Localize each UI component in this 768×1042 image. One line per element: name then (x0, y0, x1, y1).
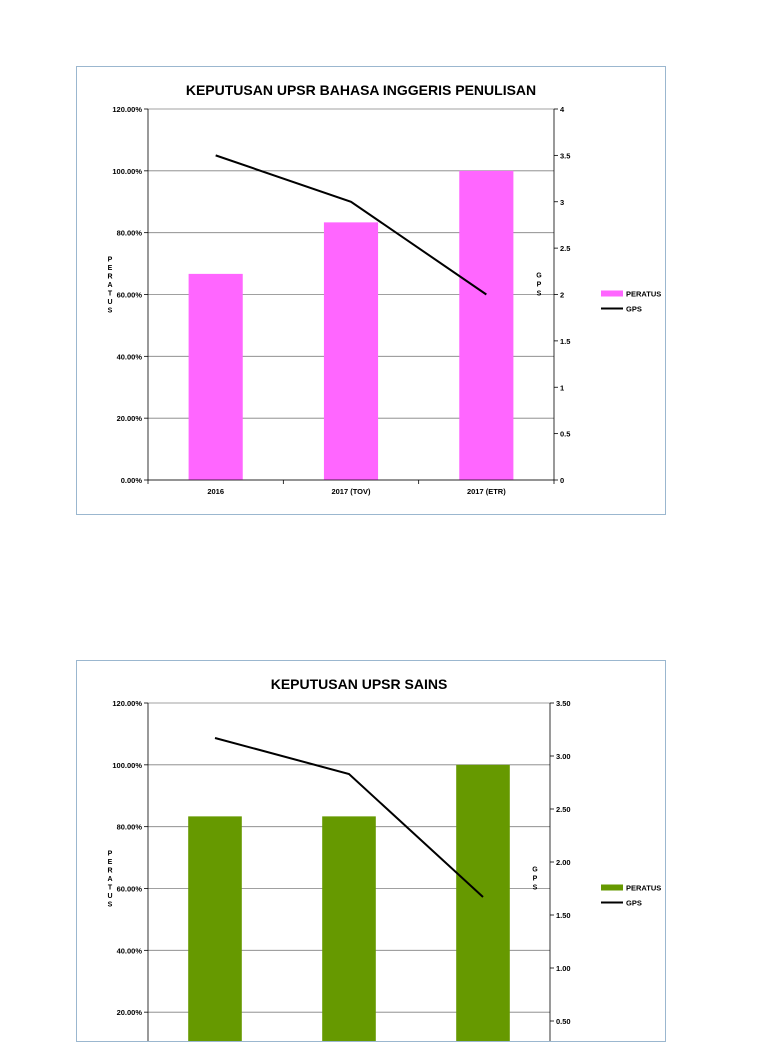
chart1-ylabel-letter: E (108, 265, 113, 272)
chart2-ylabel-letter: U (107, 893, 112, 900)
chart1-y-tick-label: 80.00% (117, 229, 143, 238)
chart2-y2-tick-label: 0.50 (556, 1017, 571, 1026)
chart2-bar-3 (456, 764, 510, 1041)
chart2-ylabel-letter: P (108, 851, 113, 858)
chart2-legend-bar-label: PERATUS (626, 884, 661, 893)
chart1-title: KEPUTUSAN UPSR BAHASA INGGERIS PENULISAN (186, 82, 536, 98)
chart2-y2-tick-label: 2.00 (556, 858, 571, 867)
chart2-legend-line-label: GPS (626, 899, 642, 908)
chart2-ylabel-letter: A (107, 876, 112, 883)
chart1-ylabel-letter: P (108, 257, 113, 264)
chart1-y2-tick-label: 3 (560, 198, 564, 207)
chart2-y-tick-label: 60.00% (117, 885, 143, 894)
chart1-y-tick-label: 100.00% (112, 167, 142, 176)
chart2-bar-1 (188, 816, 242, 1041)
chart1-y-tick-label: 60.00% (117, 291, 143, 300)
chart1-legend-bar-swatch (601, 290, 623, 297)
chart1-ylabel-letter: U (107, 299, 112, 306)
chart1-bar-1 (188, 273, 243, 480)
chart-science-plot: KEPUTUSAN UPSR SAINS0.00%20.00%40.00%60.… (107, 676, 661, 1041)
chart1-y2-tick-label: 2.5 (560, 244, 570, 253)
chart-english-writing-plot: KEPUTUSAN UPSR BAHASA INGGERIS PENULISAN… (107, 82, 661, 496)
chart2-y2-tick-label: 1.00 (556, 964, 571, 973)
chart2-y-tick-label: 120.00% (112, 699, 142, 708)
chart1-bar-2 (323, 222, 379, 481)
chart2-y2-tick-label: 2.50 (556, 805, 571, 814)
chart1-y2label-letter: P (537, 282, 542, 289)
chart2-bar-2 (322, 816, 376, 1041)
chart-english-writing: KEPUTUSAN UPSR BAHASA INGGERIS PENULISAN… (76, 66, 666, 515)
chart1-x-tick-label: 2017 (TOV) (331, 487, 371, 496)
chart1-y-tick-label: 120.00% (112, 105, 142, 114)
chart2-y2label-letter: S (533, 885, 538, 892)
chart1-y2label-letter: S (537, 291, 542, 298)
chart1-y2-tick-label: 0.5 (560, 430, 570, 439)
chart2-y-tick-label: 100.00% (112, 761, 142, 770)
chart2-legend-bar-swatch (601, 884, 623, 891)
chart-science: KEPUTUSAN UPSR SAINS0.00%20.00%40.00%60.… (76, 660, 666, 1042)
chart1-y-tick-label: 40.00% (117, 352, 143, 361)
chart1-ylabel-letter: R (107, 274, 112, 281)
chart2-y-tick-label: 80.00% (117, 823, 143, 832)
chart1-x-tick-label: 2017 (ETR) (467, 487, 506, 496)
chart2-ylabel-letter: E (108, 859, 113, 866)
chart1-ylabel-letter: S (108, 308, 113, 315)
chart1-y-tick-label: 20.00% (117, 414, 143, 423)
chart1-y2-tick-label: 1 (560, 383, 564, 392)
chart1-y2label-letter: G (536, 273, 542, 280)
chart2-y2-tick-label: 1.50 (556, 911, 571, 920)
chart1-x-tick-label: 2016 (207, 487, 224, 496)
chart2-ylabel-letter: T (108, 885, 113, 892)
chart2-y2-tick-label: 3.00 (556, 752, 571, 761)
chart2-ylabel-letter: R (107, 868, 112, 875)
chart1-y2-tick-label: 3.5 (560, 151, 570, 160)
chart1-gps-line (215, 154, 487, 296)
chart1-y-tick-label: 0.00% (121, 476, 143, 485)
chart2-y2label-letter: P (533, 876, 538, 883)
chart1-y2-tick-label: 1.5 (560, 337, 570, 346)
chart2-y-tick-label: 40.00% (117, 946, 143, 955)
chart1-ylabel-letter: A (107, 282, 112, 289)
chart1-y2-tick-label: 4 (560, 105, 565, 114)
chart2-y2label-letter: G (532, 867, 538, 874)
chart1-legend-line-label: GPS (626, 305, 642, 314)
chart2-title: KEPUTUSAN UPSR SAINS (271, 676, 448, 692)
chart1-ylabel-letter: T (108, 291, 113, 298)
chart1-legend-bar-label: PERATUS (626, 290, 661, 299)
chart1-bar-3 (459, 170, 514, 480)
chart2-ylabel-letter: S (108, 902, 113, 909)
chart1-y2-tick-label: 2 (560, 291, 564, 300)
chart2-y-tick-label: 20.00% (117, 1008, 143, 1017)
chart1-y2-tick-label: 0 (560, 476, 564, 485)
chart2-gps-line (214, 737, 484, 898)
chart2-y2-tick-label: 3.50 (556, 699, 571, 708)
